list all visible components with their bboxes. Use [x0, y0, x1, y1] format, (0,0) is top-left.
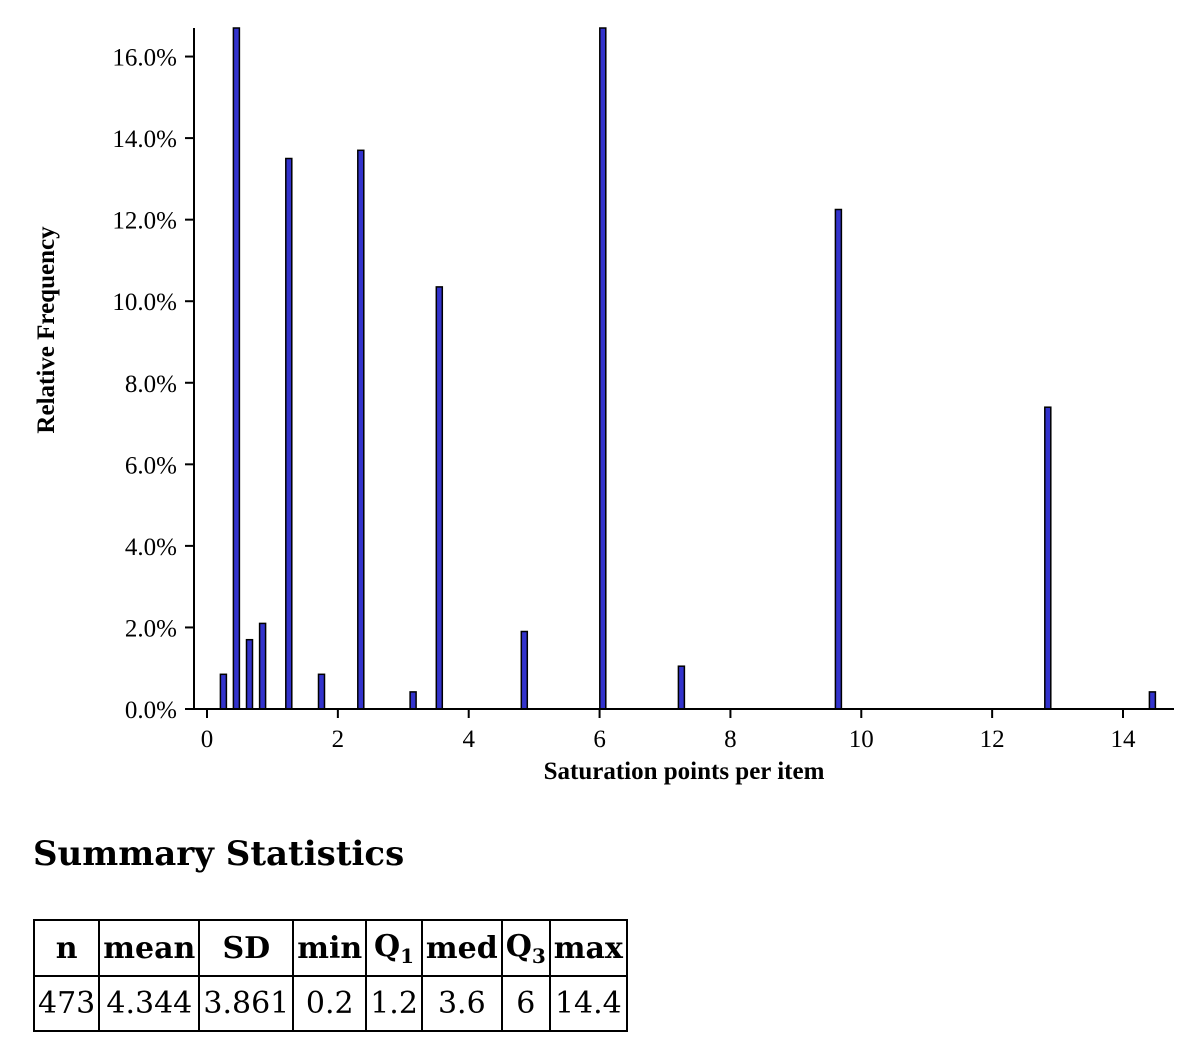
- header-min: min: [292, 919, 368, 977]
- bar-12: [834, 208, 843, 710]
- value-mean: 4.344: [98, 975, 201, 1032]
- x-tick-label: 12: [980, 726, 1005, 753]
- y-tick-label: 12.0%: [112, 208, 177, 235]
- x-tick-label: 14: [1111, 726, 1137, 753]
- y-tick-label: 0.0%: [125, 697, 177, 724]
- header-q1: Q1: [365, 919, 423, 977]
- y-tick-label: 14.0%: [112, 126, 177, 153]
- header-q3: Q3: [500, 919, 551, 977]
- x-tick-label: 2: [332, 726, 345, 753]
- bar-8: [435, 286, 444, 710]
- bar-4: [285, 157, 293, 710]
- header-q3-sub: 3: [531, 943, 546, 968]
- bar-2: [245, 638, 254, 710]
- y-axis-ticks: 0.0% 2.0% 4.0% 6.0% 8.0% 10.0% 12.0% 14.0% 16.0%: [112, 45, 194, 724]
- x-tick-label: 10: [849, 726, 874, 753]
- bars-group: [219, 27, 1157, 710]
- value-q1: 1.2: [365, 975, 423, 1032]
- header-max: max: [548, 919, 628, 977]
- summary-header-row: n mean SD min Q1 med Q3 max: [32, 919, 628, 977]
- y-axis-title: Relative Frequency: [33, 226, 60, 434]
- value-sd: 3.861: [198, 975, 295, 1032]
- header-q1-sub: 1: [400, 943, 415, 968]
- bar-6: [357, 149, 365, 710]
- header-q3-base: Q: [505, 928, 532, 964]
- bar-11: [677, 665, 686, 710]
- bar-14: [1148, 691, 1157, 710]
- y-tick-label: 4.0%: [125, 534, 177, 561]
- histogram-chart: 0.0% 2.0% 4.0% 6.0% 8.0% 10.0% 12.0% 14.0% 16.0%…: [33, 27, 1174, 785]
- y-tick-label: 2.0%: [125, 615, 177, 642]
- bar-0: [219, 673, 228, 710]
- header-med: med: [420, 919, 503, 977]
- header-q1-base: Q: [374, 928, 401, 964]
- x-tick-label: 8: [724, 726, 737, 753]
- bar-3: [258, 622, 267, 710]
- x-tick-label: 6: [593, 726, 606, 753]
- y-tick-label: 6.0%: [125, 452, 177, 479]
- y-tick-label: 16.0%: [112, 45, 177, 72]
- x-tick-label: 0: [201, 726, 214, 753]
- value-n: 473: [32, 975, 101, 1032]
- bar-13: [1044, 406, 1052, 710]
- value-med: 3.6: [420, 975, 503, 1032]
- x-tick-label: 4: [462, 726, 475, 753]
- header-n: n: [32, 919, 101, 977]
- summary-value-row: 473 4.344 3.861 0.2 1.2 3.6 6 14.4: [32, 975, 628, 1032]
- header-mean: mean: [98, 919, 201, 977]
- bar-9: [520, 630, 529, 710]
- y-tick-label: 10.0%: [112, 289, 177, 316]
- x-axis-ticks: 0 2 4 6 8 10 12 14: [201, 709, 1136, 753]
- header-sd: SD: [198, 919, 295, 977]
- x-axis-title: Saturation points per item: [544, 758, 825, 785]
- value-min: 0.2: [292, 975, 368, 1032]
- bar-10: [599, 27, 607, 710]
- value-q3: 6: [500, 975, 551, 1032]
- value-max: 14.4: [548, 975, 628, 1032]
- y-tick-label: 8.0%: [125, 371, 177, 398]
- bar-7: [409, 691, 417, 710]
- summary-statistics-table: n mean SD min Q1 med Q3 max 473 4.344 3.…: [32, 919, 628, 1032]
- summary-statistics-title: Summary Statistics: [33, 834, 405, 874]
- bar-1: [232, 27, 241, 710]
- bar-5: [317, 673, 326, 710]
